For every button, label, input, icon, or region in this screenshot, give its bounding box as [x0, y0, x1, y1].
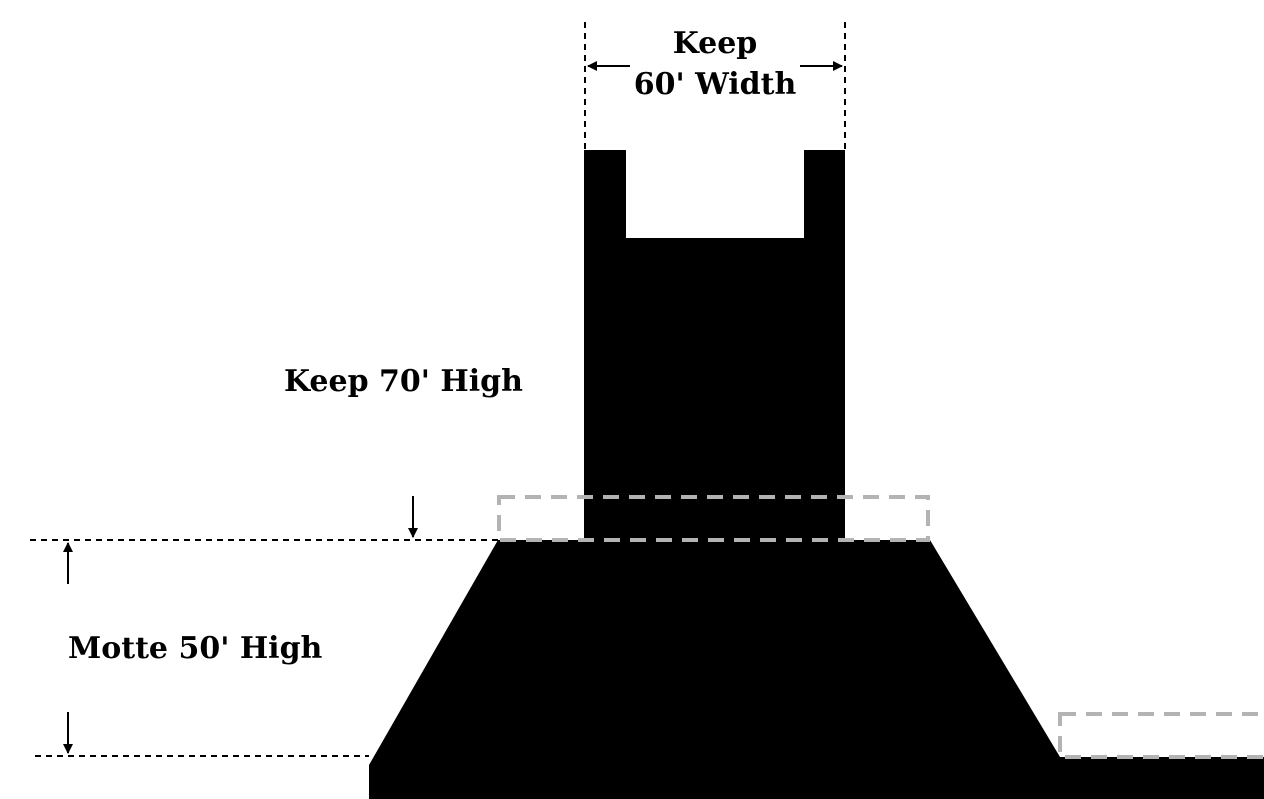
motte-shape: [369, 540, 1060, 799]
ground-ghost-outline: [1058, 712, 1264, 759]
keep-width-label-line1: Keep: [673, 26, 758, 61]
keep-height-label: Keep 70' High: [284, 364, 523, 399]
keep-tower: [584, 150, 845, 541]
motte-top-ghost-outline: [497, 495, 930, 542]
dimension-arrows: [63, 61, 843, 754]
ground-strip: [1058, 757, 1264, 799]
motte-height-label: Motte 50' High: [68, 631, 323, 666]
keep-width-label-line2: 60' Width: [634, 67, 797, 102]
dimension-lines: [30, 22, 846, 757]
